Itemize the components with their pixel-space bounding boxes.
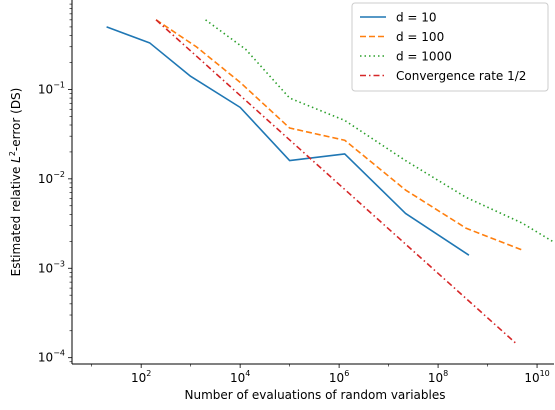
x-tick-label: 1010	[524, 369, 549, 385]
series-line-d-10	[106, 26, 470, 256]
y-axis-label-prefix: Estimated relative	[9, 163, 23, 277]
y-axis-label: Estimated relative L2-error (DS)	[8, 88, 23, 277]
x-tick-label: 106	[329, 369, 349, 385]
x-axis-label: Number of evaluations of random variable…	[185, 388, 446, 402]
y-tick-label: 10−4	[38, 349, 65, 365]
x-tick-label: 108	[428, 369, 448, 385]
series-line-d-1000	[205, 19, 554, 244]
y-axis-label-suffix: -error (DS)	[9, 88, 23, 151]
series-line-d-100	[155, 19, 523, 251]
legend-label-convergence-rate-1-2: Convergence rate 1/2	[396, 69, 526, 83]
y-axis-label-italic: L	[9, 156, 23, 163]
y-tick-label: 10−2	[38, 170, 65, 186]
x-tick-label: 102	[131, 369, 151, 385]
y-tick-label: 10−3	[38, 259, 65, 275]
tick-layer: 102 104 106 108 1010 10−4 10−3 10−2 10−1	[38, 3, 550, 385]
legend-label-d-1000: d = 1000	[396, 50, 452, 64]
series-layer	[106, 19, 554, 346]
legend-label-d-100: d = 100	[396, 30, 444, 44]
y-tick-label: 10−1	[38, 80, 65, 96]
legend-label-d-10: d = 10	[396, 11, 437, 25]
legend: d = 10 d = 100 d = 1000 Convergence rate 1/…	[351, 2, 549, 92]
y-axis-label-sup: 2	[8, 151, 17, 156]
x-tick-label: 104	[230, 369, 250, 385]
legend-frame	[351, 2, 549, 92]
